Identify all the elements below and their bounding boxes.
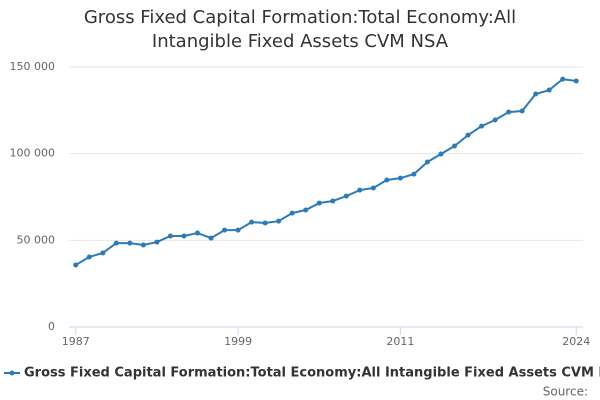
point <box>235 227 241 233</box>
legend-label: Gross Fixed Capital Formation:Total Econ… <box>24 366 600 381</box>
point <box>573 78 579 84</box>
chart-title: Gross Fixed Capital Formation:Total Econ… <box>83 7 517 52</box>
point <box>289 210 295 216</box>
point <box>546 87 552 93</box>
x-tick-label: 1987 <box>62 335 90 348</box>
point <box>411 171 417 177</box>
point <box>370 185 376 191</box>
point <box>73 262 79 268</box>
x-tick-label: 1999 <box>224 335 252 348</box>
point <box>127 240 133 246</box>
point <box>316 200 322 206</box>
point <box>167 233 173 239</box>
y-tick-label: 100 000 <box>10 147 56 160</box>
x-tick-label: 2024 <box>562 335 590 348</box>
point <box>343 193 349 199</box>
y-tick-label: 0 <box>48 320 55 333</box>
line <box>75 78 577 266</box>
point <box>519 108 525 114</box>
point <box>533 91 539 97</box>
x-tick-label: 2011 <box>386 335 414 348</box>
y-tick-label: 150 000 <box>10 60 56 73</box>
point <box>100 250 106 256</box>
point <box>452 143 457 149</box>
point <box>113 240 119 246</box>
source: Source: <box>543 385 588 399</box>
point <box>181 233 187 239</box>
point <box>330 198 336 204</box>
point <box>86 254 92 260</box>
legend-marker <box>9 370 15 376</box>
point <box>154 239 160 245</box>
point <box>195 230 200 236</box>
point <box>492 117 498 123</box>
point <box>262 220 268 226</box>
point <box>208 235 214 241</box>
point <box>465 132 471 138</box>
point <box>397 175 403 181</box>
point <box>249 219 255 225</box>
point <box>438 151 444 157</box>
point <box>303 207 309 213</box>
point <box>222 227 228 233</box>
point <box>357 187 363 193</box>
point <box>384 177 390 183</box>
point <box>424 159 430 165</box>
point <box>560 76 566 82</box>
y-tick-label: 50 000 <box>17 233 56 246</box>
point <box>506 109 512 115</box>
point <box>479 123 485 129</box>
point <box>276 218 282 224</box>
point <box>140 242 146 248</box>
